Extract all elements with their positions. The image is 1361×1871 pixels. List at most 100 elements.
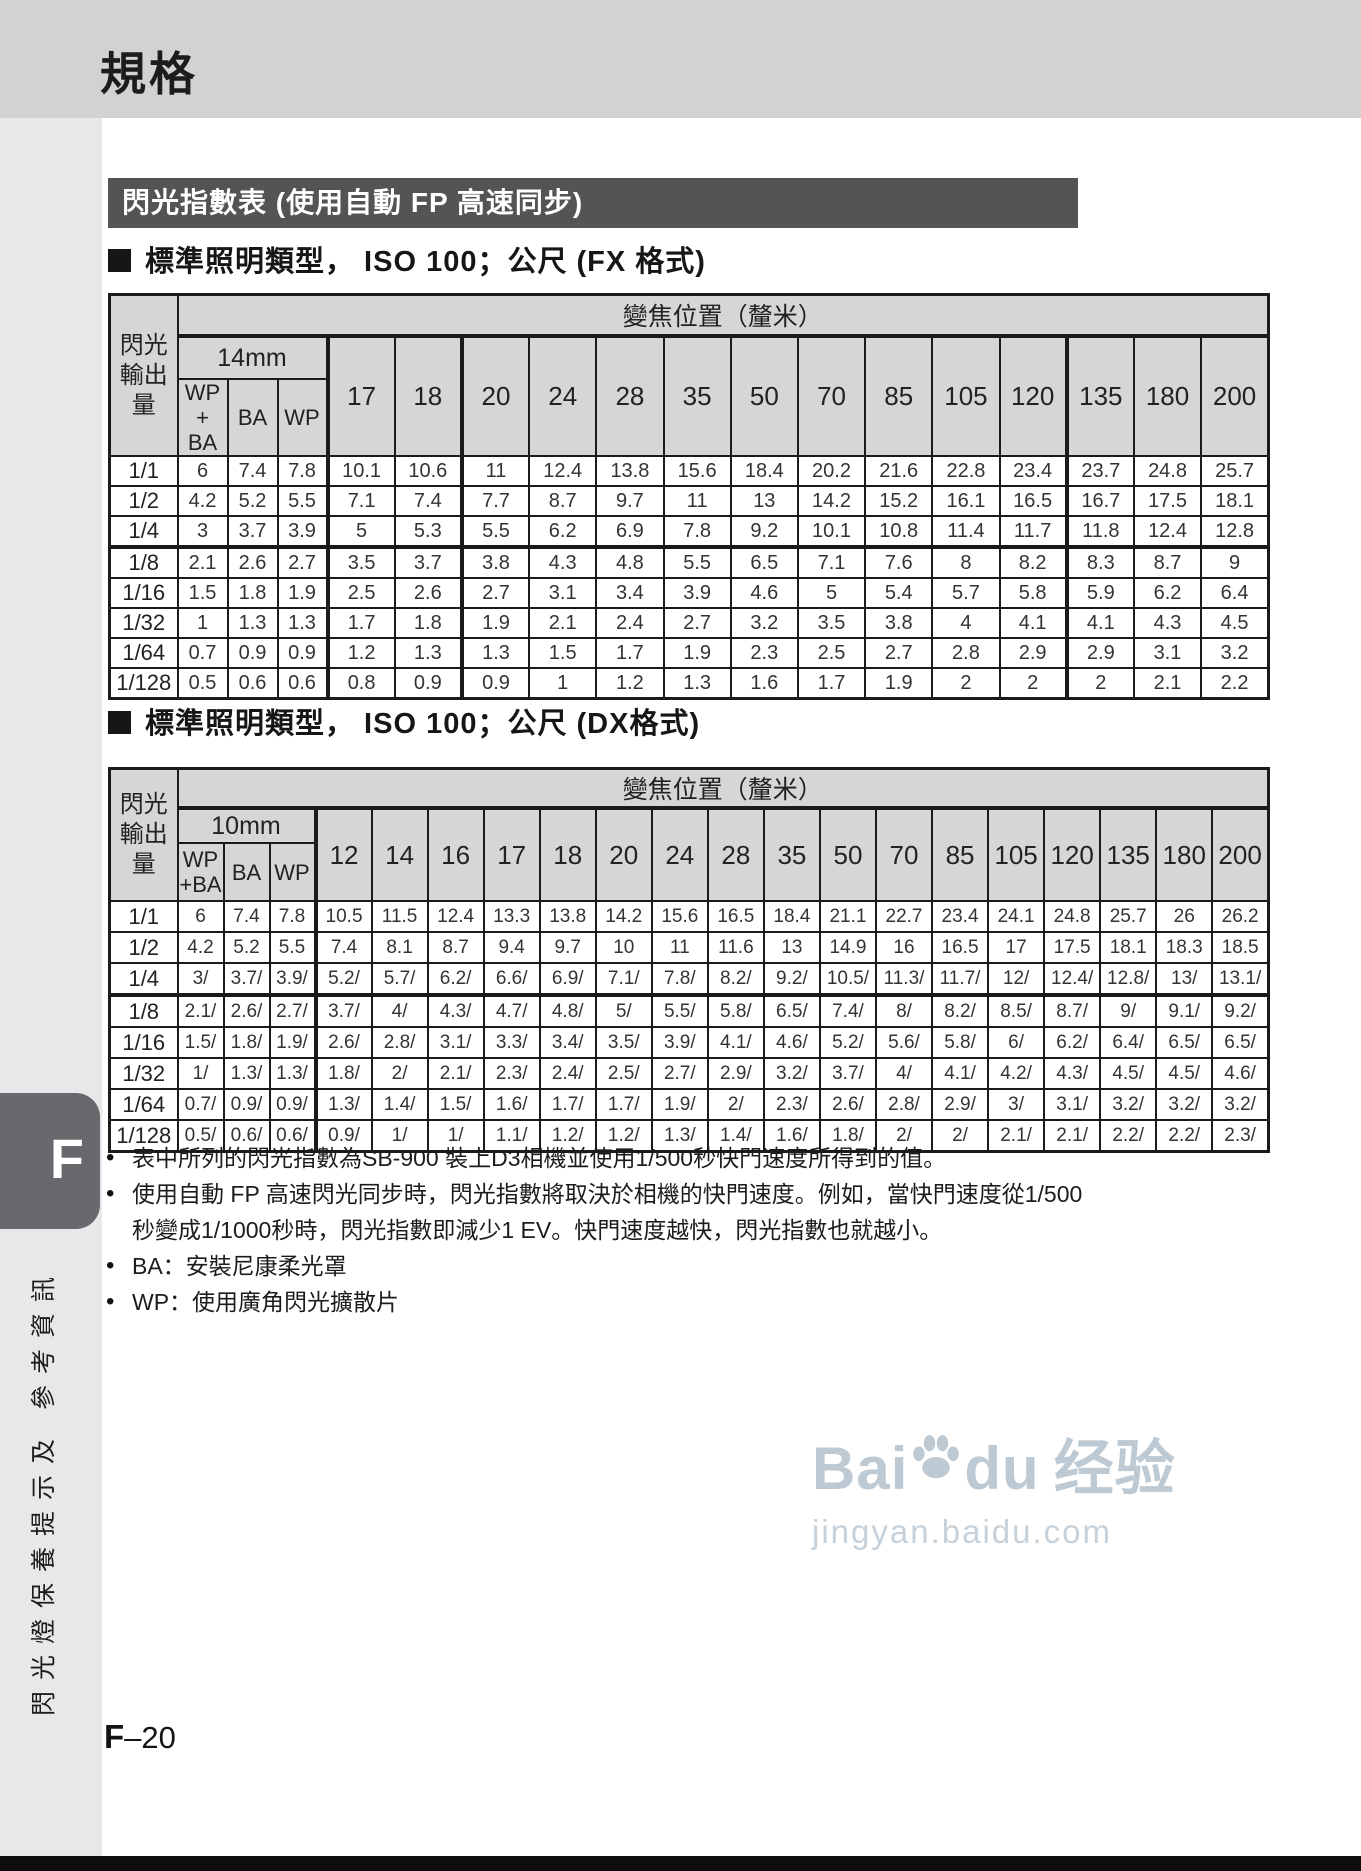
table-cell: 2.7 (460, 577, 531, 609)
table-cell: 3.1 (528, 577, 598, 609)
table-cell: 6.5/ (1155, 1026, 1214, 1059)
table-cell: 8.7/ (1043, 994, 1102, 1028)
watermark-brand: Bai du 经验 (812, 1420, 1176, 1507)
table-cell: 1.7 (595, 637, 665, 669)
note-item: 表中所列的閃光指數為SB-900 裝上D3相機並使用1/500秒快門速度所得到的… (106, 1140, 1088, 1176)
table-cell: 85 (931, 807, 990, 902)
table-cell: 2.1/ (176, 994, 225, 1028)
table-cell: 4.7/ (482, 994, 541, 1028)
table-cell: 5.2 (226, 485, 279, 517)
table-cell: 2.9 (998, 637, 1069, 669)
table-cell: 6.5/ (1211, 1026, 1270, 1059)
table-cell: 4.1/ (706, 1026, 765, 1059)
table-cell: 20 (460, 335, 531, 457)
table-cell: 16.1 (931, 485, 1001, 517)
table-cell: 3.1/ (426, 1026, 485, 1059)
table-row: 1/4 3/3.7/3.9/5.2/5.7/6.2/6.6/6.9/7.1/7.8… (108, 962, 1270, 997)
table-cell: 18.3 (1155, 931, 1214, 964)
table-cell: 1/64 (108, 1088, 179, 1121)
table-cell: 3.2/ (1211, 1088, 1270, 1121)
table-cell: 11.8 (1065, 515, 1135, 549)
table-cell: 18.4 (762, 900, 821, 933)
table-cell: 7.4 (222, 900, 271, 933)
table-cell: 0.9 (276, 637, 330, 669)
table-cell: 105 (931, 335, 1001, 457)
table-cell: 5.5 (460, 515, 531, 549)
baidu-watermark: Bai du 经验 jingyan.baidu.com (812, 1420, 1176, 1551)
table-cell: 10.1 (326, 455, 396, 487)
table-cell: 6.2 (528, 515, 598, 549)
table-cell: 8/ (874, 994, 934, 1028)
table-cell: 2.1 (528, 607, 598, 639)
note-item: BA：安裝尼康柔光罩 (106, 1248, 1088, 1284)
table-cell: 4.5 (1200, 607, 1270, 639)
table-cell: 6.2 (1132, 577, 1203, 609)
table-cell: 5.7 (931, 577, 1001, 609)
table-cell: 5.5/ (650, 994, 709, 1028)
table-cell: 5.2/ (818, 1026, 877, 1059)
table-cell: 3.9 (276, 515, 330, 549)
fx-section-heading: 標準照明類型， ISO 100；公尺 (FX 格式) (108, 238, 706, 280)
table-cell: 2.1 (176, 546, 229, 579)
table-cell: 21.6 (864, 455, 934, 487)
table-cell: 12/ (987, 962, 1046, 997)
table-row: 1/64 0.7 0.9 0.9 1.2 1.3 1.3 1.5 1.7 1.9 2.3 2.5 2.7… (108, 637, 1270, 669)
table-cell: 24.1 (987, 900, 1046, 933)
table-cell: 135 (1065, 335, 1135, 457)
section-bar-title: 閃光指數表 (使用自動 FP 高速同步) (108, 178, 1078, 228)
table-cell: 1.9 (662, 637, 732, 669)
table-cell: 14.2 (796, 485, 867, 517)
page-number: F–20 (104, 1718, 176, 1756)
table-cell: 8.5/ (987, 994, 1046, 1028)
table-cell: 11.5 (370, 900, 429, 933)
table-cell: 1/1 (108, 900, 179, 933)
table-cell: 4/ (370, 994, 429, 1028)
table-cell: 8.2/ (931, 994, 990, 1028)
table-cell: 70 (874, 807, 934, 902)
table-row: 1/16 1.5 1.8 1.9 2.5 2.6 2.7 3.1 3.4 3.9 4.6 5 5.4 5.… (108, 577, 1270, 609)
table-cell: 2.9/ (931, 1088, 990, 1121)
table-cell: 0.9 (393, 667, 464, 700)
table-cell: 5.5 (276, 485, 330, 517)
table-cell: 4.2 (176, 931, 225, 964)
table-cell: 8 (931, 546, 1001, 579)
table-row: 1/2 4.2 5.2 5.5 7.1 7.4 7.7 8.7 9.7 11 13 14.2 15.2 1… (108, 485, 1270, 517)
table-cell: 2.8/ (874, 1088, 934, 1121)
table-cell: 3.2/ (762, 1057, 821, 1090)
table-cell: 18.5 (1211, 931, 1270, 964)
table-cell: 200 (1211, 807, 1270, 902)
note-item: WP：使用廣角閃光擴散片 (106, 1284, 1088, 1320)
table-cell: 12.8 (1200, 515, 1270, 549)
table-cell: 2.5 (326, 577, 396, 609)
table-cell: 1 (528, 667, 598, 700)
table-cell: 17 (326, 335, 396, 457)
sidebar: F 閃光燈保養提示及 參考資訊 (0, 118, 102, 1857)
table-cell: 4.3/ (426, 994, 485, 1028)
table-cell: 13/ (1155, 962, 1214, 997)
table-cell: 24.8 (1132, 455, 1203, 487)
table-cell: 8.7 (528, 485, 598, 517)
table-cell: 3.3/ (482, 1026, 541, 1059)
table-row: 1/32 1 1.3 1.3 1.7 1.8 1.9 2.1 2.4 2.7 3.2 3.5 3.8 4 4… (108, 607, 1270, 639)
table-cell: 2.4/ (538, 1057, 597, 1090)
table-cell: 16 (426, 807, 485, 902)
table-cell: 4.2 (176, 485, 229, 517)
table-cell: 12.4 (426, 900, 485, 933)
table-cell: 1/4 (108, 962, 179, 997)
table-cell: 1.3/ (222, 1057, 271, 1090)
table-cell: 0.6 (276, 667, 330, 700)
table-cell: 3.7/ (818, 1057, 877, 1090)
table-cell: 4.2/ (987, 1057, 1046, 1090)
table-cell: 11.3/ (874, 962, 934, 997)
table-cell: 4/ (874, 1057, 934, 1090)
table-cell: 20 (594, 807, 653, 902)
table-cell: 23.7 (1065, 455, 1135, 487)
table-cell: 7.4/ (818, 994, 877, 1028)
table-cell: 1.3/ (268, 1057, 318, 1090)
table-cell: 2 (998, 667, 1069, 700)
table-cell: 5.2 (222, 931, 271, 964)
table-cell: 3.2 (1200, 637, 1270, 669)
table-cell: 2.8 (931, 637, 1001, 669)
table-cell: 1.8/ (222, 1026, 271, 1059)
